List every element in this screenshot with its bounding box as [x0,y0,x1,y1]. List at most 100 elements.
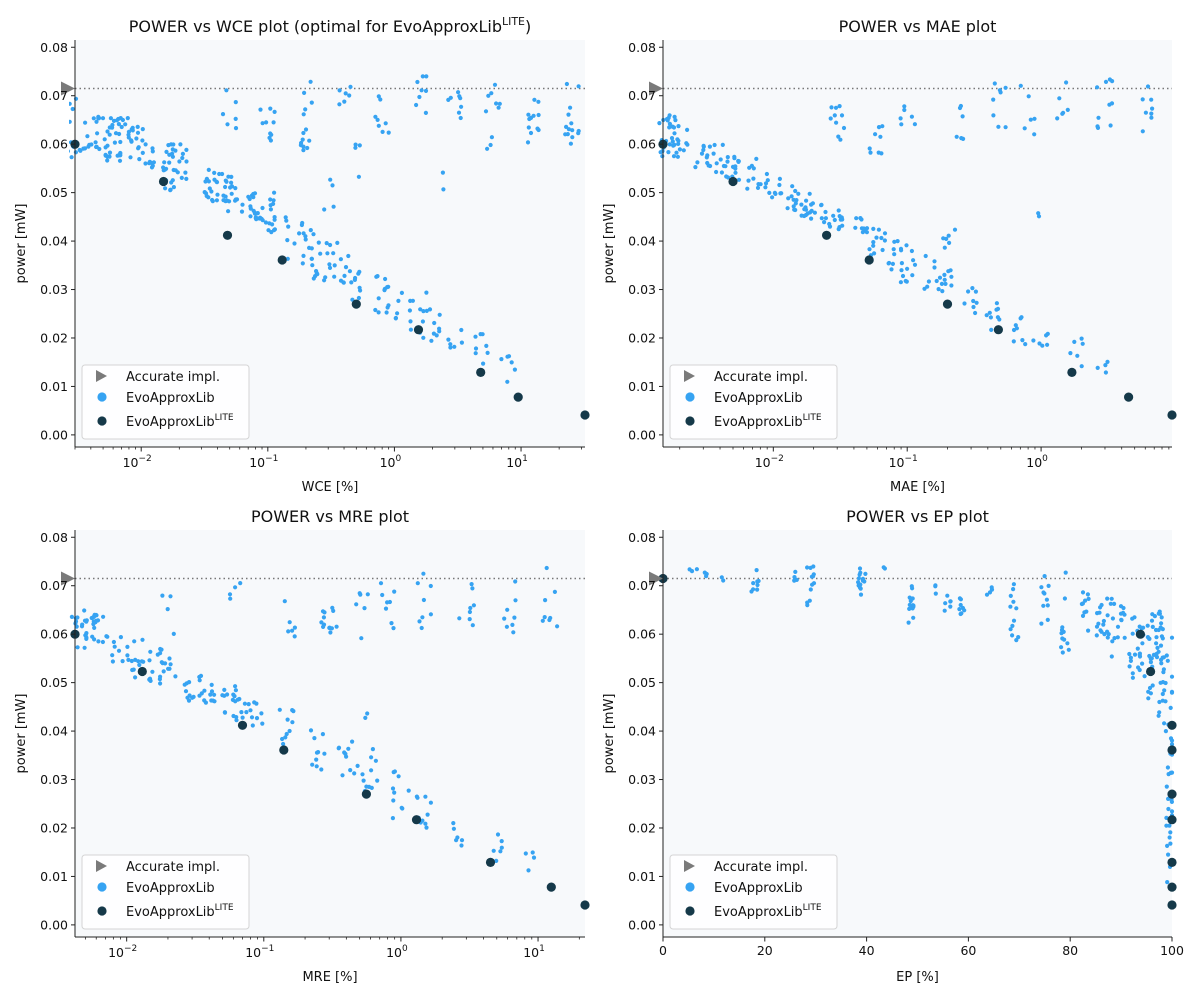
evo-point [322,207,327,212]
evo-point [837,214,842,219]
evo-point [751,166,756,171]
evo-point [160,593,165,598]
evo-point [685,127,690,132]
evo-point [89,142,94,147]
evo-point [1154,655,1160,660]
evo-point [330,183,335,188]
evo-point [860,576,866,582]
evo-point [268,207,273,212]
evo-point [140,150,145,155]
evo-point [342,273,347,278]
evo-point [332,263,337,268]
evo-point [303,234,308,239]
lite-point [158,176,169,187]
evo-point [694,567,700,572]
evo-point [933,584,938,589]
y-tick-label: 0.02 [628,330,656,345]
y-tick-label: 0.03 [628,772,656,787]
evo-point [226,174,231,179]
evo-point [459,104,464,109]
evo-point [307,245,312,250]
evo-point [391,770,396,775]
evo-point [319,767,324,772]
evo-point [745,186,750,191]
evo-point [380,129,385,134]
evo-point [667,113,672,118]
legend-evo-marker [97,392,107,402]
evo-point [810,201,816,206]
legend-lite-marker [685,906,695,916]
evo-point [1137,624,1142,629]
evo-point [239,710,244,715]
evo-point [448,345,453,350]
y-tick-label: 0.08 [40,530,68,545]
evo-point [676,124,681,129]
evo-point [75,615,80,620]
evo-point [264,120,269,125]
evo-point [484,343,489,348]
evo-point [810,582,815,587]
evo-point [754,156,759,161]
evo-point [376,94,381,99]
evo-point [112,140,117,145]
evo-point [1079,364,1084,369]
evo-point [135,130,141,135]
evo-point [736,177,742,182]
evo-point [290,708,295,713]
evo-point [899,122,904,127]
evo-point [128,155,133,160]
evo-point [1106,632,1111,637]
evo-point [1080,590,1086,595]
x-tick-label: 10−1 [249,454,278,470]
evo-point [384,310,389,315]
evo-point [989,327,994,332]
evo-point [244,710,249,715]
y-tick-label: 0.00 [40,427,68,442]
evo-point [1110,616,1115,621]
legend-accurate-label: Accurate impl. [126,860,220,875]
evo-point [667,121,673,126]
evo-point [807,191,812,196]
evo-point [177,159,182,164]
evo-point [971,304,976,310]
legend-accurate-marker [684,860,695,872]
evo-point [1066,647,1071,652]
evo-point [974,300,979,305]
evo-point [1165,658,1170,663]
evo-point [747,165,752,170]
evo-point [242,701,247,706]
evo-point [86,144,91,149]
evo-point [126,657,131,663]
evo-point [665,118,670,123]
evo-point [1061,629,1066,635]
evo-point [222,710,227,715]
evo-point [206,179,211,184]
evo-point [495,832,501,837]
evo-point [942,245,947,250]
evo-point [183,689,189,694]
evo-point [286,629,291,634]
evo-point [342,750,347,755]
evo-point [424,74,429,79]
evo-point [1158,625,1163,630]
evo-point [116,648,122,653]
evo-point [912,262,918,267]
evo-point [785,206,790,211]
evo-point [943,281,948,286]
evo-point [1055,116,1060,121]
evo-point [84,618,89,623]
evo-point [1137,651,1142,656]
evo-point [570,135,575,140]
evo-point [1119,617,1124,622]
evo-point [949,283,954,288]
evo-point [1163,680,1168,686]
evo-point [1003,125,1008,130]
evo-point [423,794,428,799]
evo-point [895,239,900,244]
evo-point [1169,799,1174,805]
evo-point [375,274,380,279]
evo-point [511,630,516,635]
evo-point [1166,796,1171,802]
evo-point [755,582,760,588]
evo-point [1169,809,1175,814]
